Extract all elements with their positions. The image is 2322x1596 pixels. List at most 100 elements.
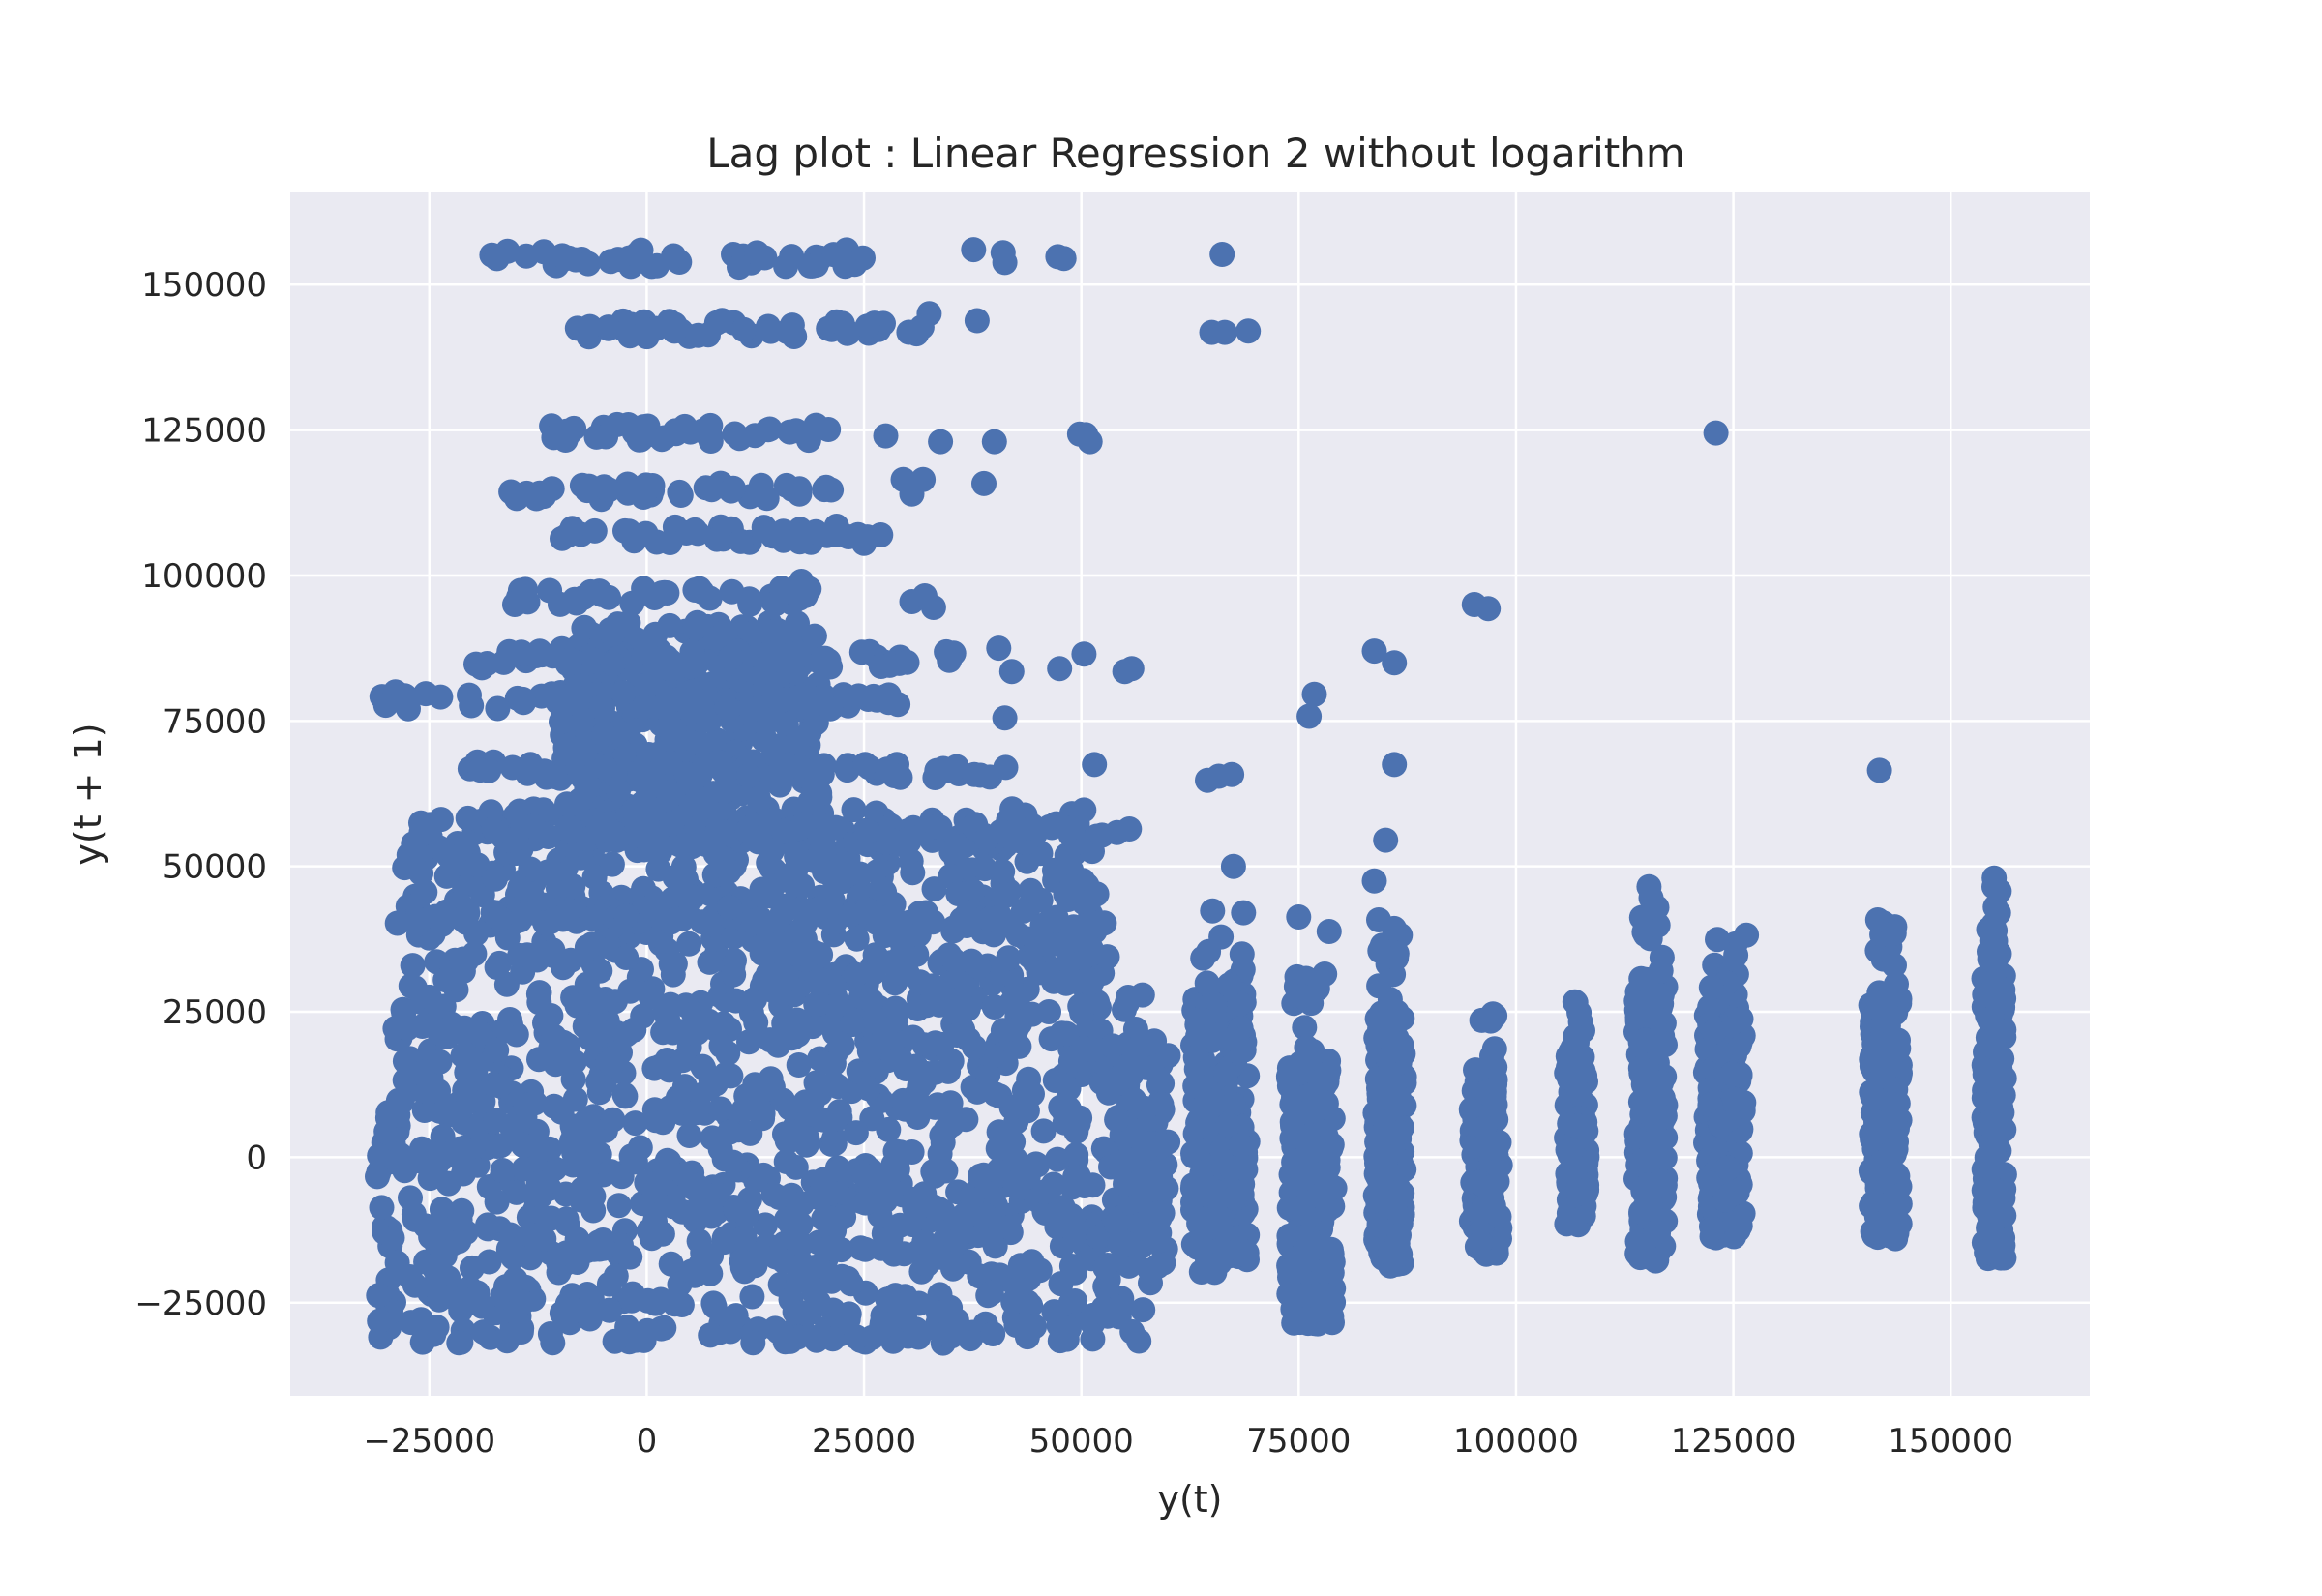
scatter-point	[789, 569, 815, 594]
scatter-point	[683, 762, 709, 788]
scatter-point	[773, 620, 798, 646]
scatter-point	[727, 426, 753, 452]
scatter-point	[1311, 1258, 1337, 1285]
scatter-point	[1384, 1035, 1411, 1061]
scatter-point	[809, 827, 835, 852]
scatter-point	[914, 1252, 939, 1278]
scatter-point	[878, 950, 905, 976]
scatter-point	[1734, 922, 1760, 948]
scatter-point	[972, 1202, 997, 1228]
scatter-point	[1301, 681, 1327, 707]
scatter-point	[498, 479, 524, 505]
scatter-point	[981, 994, 1007, 1020]
scatter-point	[992, 705, 1018, 731]
scatter-point	[1062, 1288, 1088, 1314]
scatter-point	[1292, 1015, 1318, 1041]
scatter-point	[1978, 1006, 2004, 1032]
scatter-point	[583, 424, 610, 450]
scatter-point	[718, 644, 744, 670]
scatter-point	[831, 1204, 857, 1230]
scatter-point	[1146, 1220, 1173, 1246]
scatter-point	[774, 1128, 800, 1154]
scatter-point	[1316, 919, 1342, 944]
scatter-point	[660, 886, 686, 912]
scatter-point	[816, 417, 842, 442]
scatter-point	[672, 1020, 699, 1047]
scatter-point	[900, 860, 926, 886]
scatter-point	[929, 1122, 955, 1148]
scatter-point	[1018, 877, 1044, 903]
scatter-point	[996, 945, 1022, 971]
scatter-point	[1314, 1197, 1340, 1223]
scatter-point	[484, 819, 509, 845]
scatter-point	[532, 1010, 557, 1036]
scatter-point	[1564, 1113, 1591, 1139]
scatter-point	[1025, 816, 1051, 842]
scatter-point	[475, 1212, 501, 1238]
scatter-point	[676, 931, 702, 957]
scatter-point	[1213, 1060, 1238, 1086]
scatter-point	[643, 529, 670, 555]
scatter-point	[720, 1305, 746, 1331]
scatter-point	[1719, 1061, 1745, 1087]
scatter-point	[698, 909, 724, 935]
scatter-point	[1480, 1193, 1506, 1219]
scatter-point	[610, 680, 637, 706]
scatter-point	[1200, 898, 1226, 924]
scatter-point	[397, 1264, 423, 1289]
scatter-point	[429, 1197, 455, 1223]
scatter-point	[1635, 1188, 1661, 1214]
scatter-point	[559, 516, 585, 542]
scatter-point	[1136, 1160, 1162, 1186]
scatter-point	[557, 947, 583, 973]
scatter-point	[755, 620, 781, 646]
scatter-point	[518, 856, 544, 882]
scatter-point	[788, 1211, 814, 1237]
scatter-point	[669, 1292, 695, 1317]
scatter-point	[998, 659, 1025, 685]
scatter-point	[807, 990, 833, 1017]
scatter-point	[900, 1024, 926, 1050]
scatter-point	[948, 1002, 974, 1028]
scatter-point	[1220, 1091, 1246, 1117]
scatter-point	[1186, 1074, 1212, 1100]
scatter-point	[488, 1133, 514, 1159]
scatter-point	[1289, 983, 1315, 1009]
scatter-point	[940, 1256, 966, 1282]
scatter-point	[872, 1022, 898, 1049]
scatter-point	[911, 1229, 938, 1256]
scatter-point	[585, 819, 611, 845]
scatter-point	[775, 1325, 800, 1351]
scatter-point	[537, 1136, 563, 1162]
scatter-point	[511, 690, 537, 716]
scatter-point	[786, 1052, 812, 1078]
scatter-point	[1477, 1008, 1503, 1034]
scatter-point	[408, 1136, 434, 1162]
scatter-point	[426, 835, 452, 861]
scatter-point	[553, 1240, 580, 1266]
scatter-point	[784, 843, 810, 870]
scatter-point	[1286, 904, 1312, 930]
x-tick-label: 100000	[1453, 1422, 1579, 1461]
scatter-point	[550, 243, 576, 269]
scatter-point	[1208, 924, 1235, 950]
scatter-point	[803, 252, 829, 278]
x-tick-label: 75000	[1246, 1422, 1351, 1461]
scatter-point	[803, 1070, 829, 1096]
x-tick-label: 25000	[812, 1422, 916, 1461]
scatter-point	[668, 483, 694, 508]
scatter-point	[1030, 1118, 1057, 1144]
scatter-point	[1092, 1255, 1118, 1281]
scatter-point	[1708, 1112, 1734, 1138]
scatter-point	[569, 1187, 595, 1213]
scatter-point	[372, 693, 399, 719]
scatter-point	[665, 1084, 691, 1110]
scatter-point	[490, 1158, 516, 1183]
scatter-point	[521, 1090, 548, 1116]
scatter-point	[707, 750, 733, 776]
scatter-point	[366, 1283, 392, 1309]
scatter-point	[564, 992, 590, 1019]
scatter-point	[1866, 757, 1892, 783]
scatter-point	[483, 1108, 509, 1134]
scatter-point	[1863, 1109, 1889, 1135]
